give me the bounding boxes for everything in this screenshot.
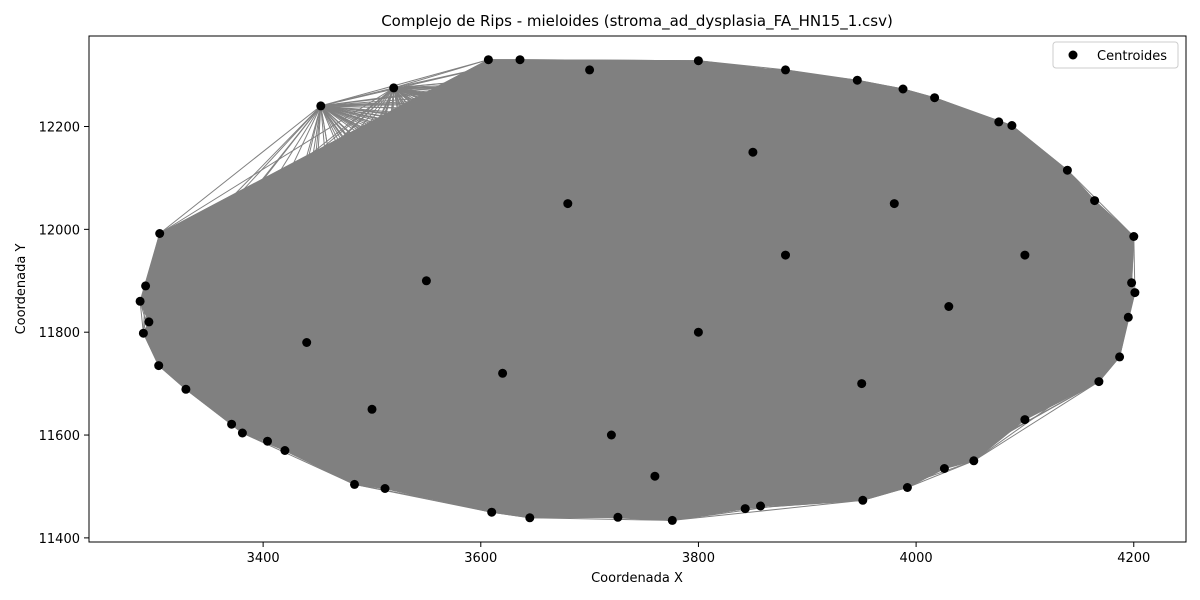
centroid-point [756,501,765,511]
y-tick-label: 11800 [39,326,80,341]
legend: Centroides [1052,41,1179,69]
centroid-point [930,93,940,103]
x-tick-label: 4000 [900,551,933,566]
centroid-point [693,327,703,337]
centroid-point [781,65,790,75]
centroid-point [939,464,949,473]
centroid-point [585,65,595,75]
edges-layer [139,59,1136,521]
centroid-point [316,101,326,111]
centroid-point [525,513,535,523]
centroid-point [1090,196,1100,206]
centroid-point [350,479,359,489]
centroid-point [994,117,1004,127]
centroid-point [606,430,616,440]
centroid-point [487,507,497,517]
edge [320,59,489,107]
centroid-point [154,361,164,371]
centroid-point [1115,352,1125,362]
edge [139,301,144,334]
centroid-point [1062,165,1072,175]
y-tick-label: 11400 [39,532,80,547]
centroid-point [969,456,979,466]
centroid-point [563,199,573,209]
centroid-point [650,471,660,481]
centroid-point [858,495,868,505]
x-axis-label: Coordenada X [591,571,683,586]
centroid-point [1123,312,1133,322]
edge [529,517,673,521]
centroid-point [1020,415,1030,425]
centroid-point [144,317,154,327]
centroid-point [155,229,165,238]
y-axis-label: Coordenada Y [14,244,29,335]
chart-title: Complejo de Rips - mieloides (stroma_ad_… [381,12,893,31]
centroid-point [902,483,912,492]
centroid-point [1129,232,1139,241]
centroid-point [280,446,290,455]
legend-marker [1068,50,1078,60]
centroid-point [367,404,377,414]
centroid-point [613,512,623,522]
centroid-point [141,281,151,291]
centroid-point [302,338,312,347]
centroid-point [515,55,525,65]
centroid-point [889,199,899,209]
centroid-point [135,296,145,306]
centroid-point [380,484,390,493]
x-tick-label: 3800 [682,551,715,566]
centroid-point [421,276,431,286]
centroid-point [857,379,867,389]
y-tick-label: 12000 [39,223,80,238]
edge [973,381,1100,462]
edge [672,499,863,521]
centroid-point [693,56,703,66]
x-tick-label: 3400 [247,551,280,566]
y-tick-label: 12200 [39,121,80,136]
centroid-point [181,384,191,394]
legend-box [1052,41,1179,69]
centroid-point [237,428,247,438]
centroid-point [483,55,493,65]
plot-frame [88,35,1187,543]
centroid-point [944,302,954,311]
centroid-point [1007,121,1017,130]
points-layer [135,55,1140,525]
edge [159,105,322,234]
y-axis: 11400 11600 11800 12000 12200 [39,121,89,547]
centroid-point [740,504,750,514]
edge [320,87,394,107]
centroid-point [498,368,508,378]
centroid-point [1130,288,1140,298]
centroid-point [138,328,148,338]
centroid-point [748,147,758,157]
x-tick-label: 4200 [1117,551,1150,566]
edge [393,59,489,89]
centroid-point [227,419,237,429]
edge [1067,169,1135,237]
centroid-point [852,75,862,85]
centroid-point [898,84,908,94]
y-tick-label: 11600 [39,429,80,444]
centroid-point [263,436,272,446]
centroid-point [1094,377,1104,387]
x-tick-label: 3600 [464,551,497,566]
centroid-point [389,83,399,93]
centroid-point [1127,278,1137,288]
centroid-point [667,515,677,525]
x-axis: 3400 3600 3800 4000 4200 [247,542,1150,566]
centroid-point [781,250,790,260]
legend-entry-centroides: Centroides [1097,49,1167,64]
centroid-point [1020,250,1030,260]
